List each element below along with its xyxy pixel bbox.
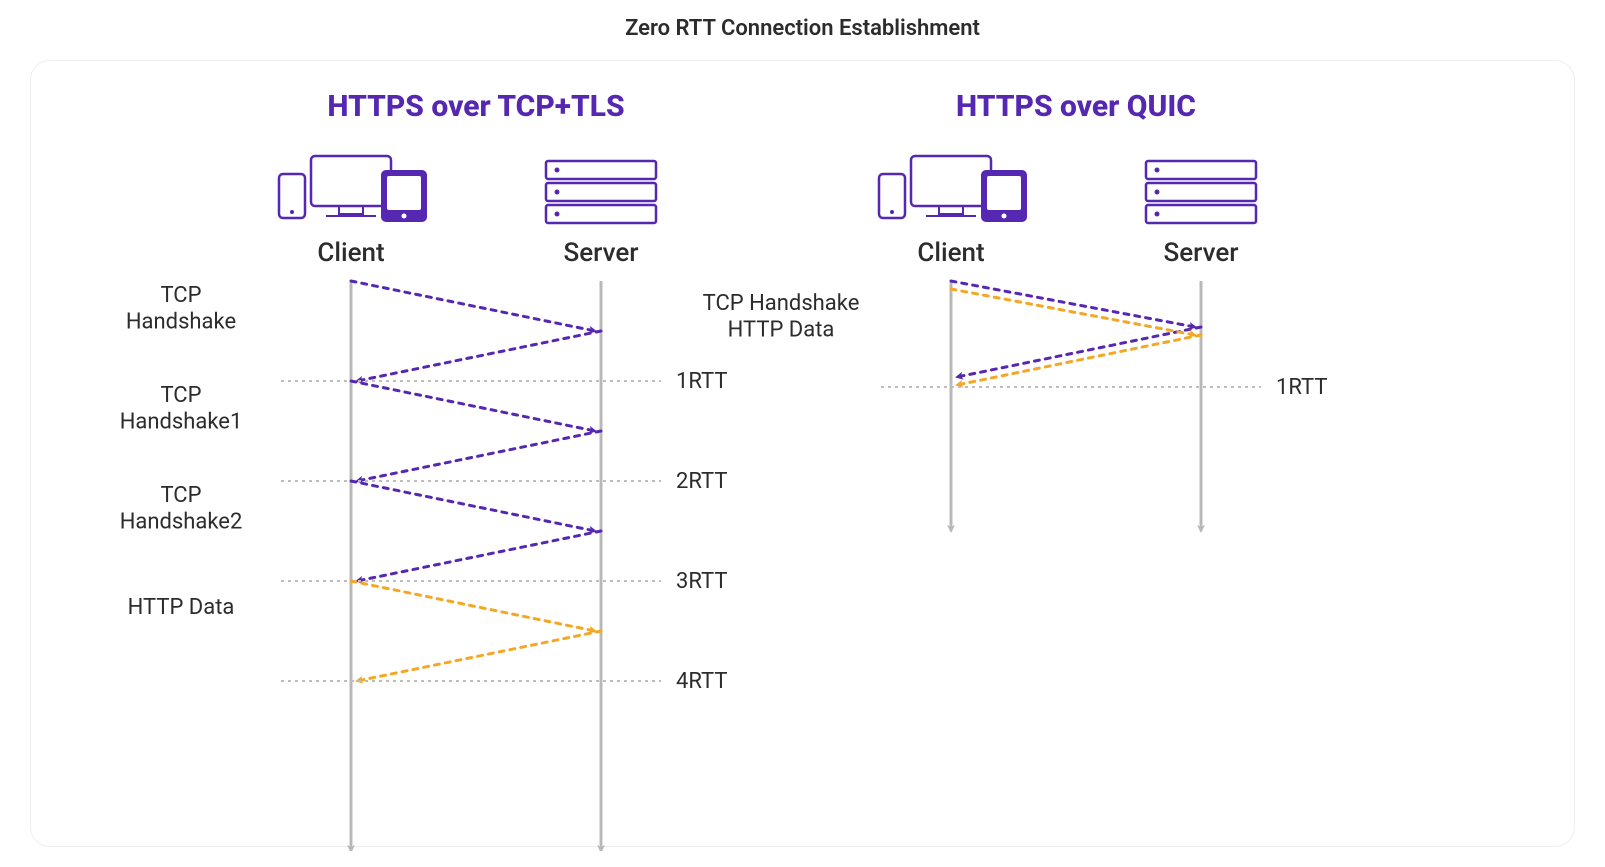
rtt-label: 4RTT	[676, 669, 728, 694]
panel-title-right: HTTPS over QUIC	[956, 89, 1196, 124]
panel-title-left: HTTPS over TCP+TLS	[327, 89, 624, 124]
server-label-left: Server	[564, 238, 639, 268]
rtt-label: 1RTT	[1276, 375, 1328, 400]
page-title: Zero RTT Connection Establishment	[0, 0, 1605, 41]
message-arrow	[357, 331, 601, 381]
client-label-left: Client	[317, 238, 384, 268]
step-label: TCPHandshake1	[120, 383, 243, 434]
message-arrow	[357, 531, 601, 581]
message-arrow	[951, 281, 1195, 327]
message-arrow	[357, 431, 601, 481]
client-icon	[279, 156, 427, 222]
step-label: TCPHandshake2	[120, 483, 243, 534]
server-icon	[546, 161, 656, 223]
message-arrow	[957, 327, 1201, 377]
diagram-svg: HTTPS over TCP+TLS Client Server 1RTT TCPHan…	[31, 61, 1576, 851]
rtt-label: 3RTT	[676, 569, 728, 594]
step-label: HTTP Data	[128, 595, 235, 620]
message-arrow	[351, 581, 595, 631]
client-label-right: Client	[917, 238, 984, 268]
message-arrow	[951, 289, 1195, 335]
diagram-card: HTTPS over TCP+TLS Client Server 1RTT TCPHan…	[30, 60, 1575, 847]
step-label: TCPHandshake	[126, 283, 236, 334]
step-label: TCP HandshakeHTTP Data	[703, 291, 860, 342]
message-arrow	[351, 481, 595, 531]
server-icon	[1146, 161, 1256, 223]
message-arrow	[351, 281, 595, 331]
message-arrow	[351, 381, 595, 431]
message-arrow	[357, 631, 601, 681]
client-icon	[879, 156, 1027, 222]
rtt-label: 2RTT	[676, 469, 728, 494]
message-arrow	[957, 335, 1201, 385]
rtt-label: 1RTT	[676, 369, 728, 394]
server-label-right: Server	[1164, 238, 1239, 268]
